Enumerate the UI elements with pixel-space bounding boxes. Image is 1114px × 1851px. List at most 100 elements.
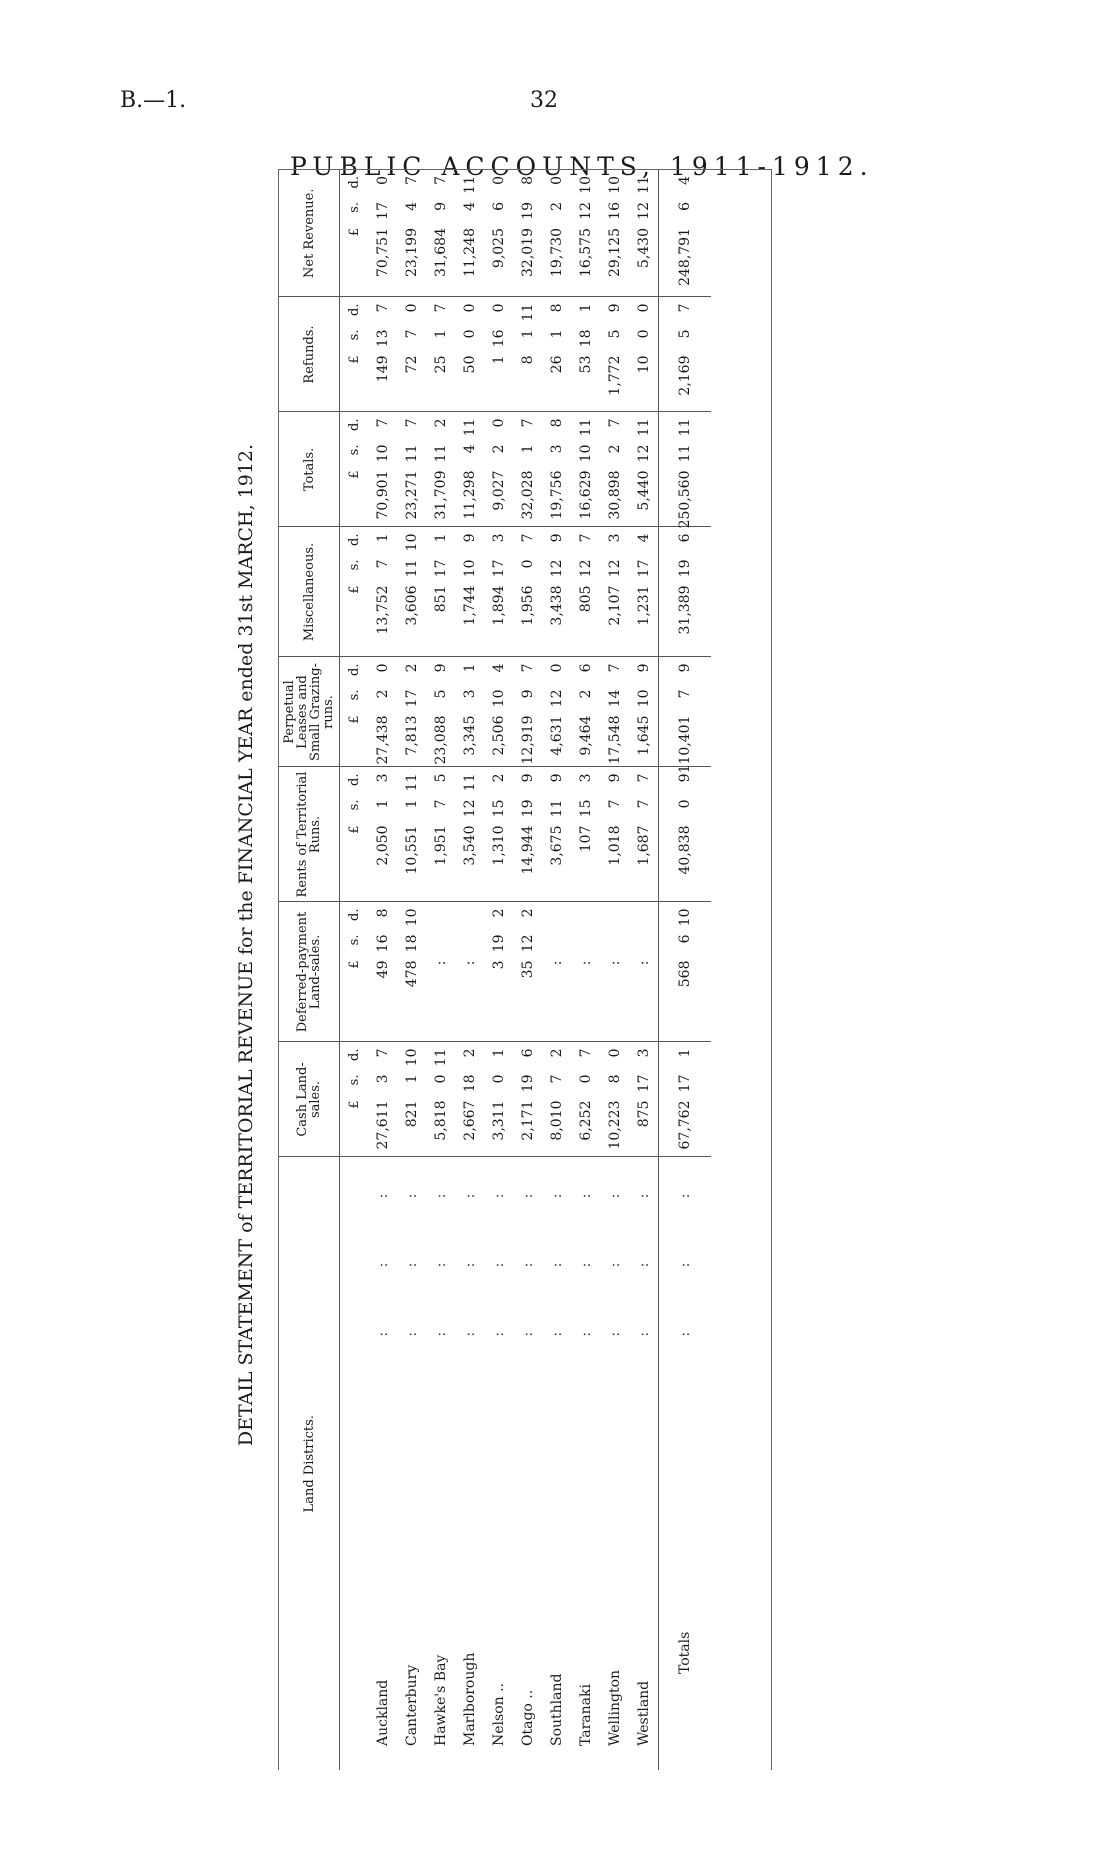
district-cell: Southland: : : bbox=[542, 1157, 571, 1770]
shillings: 16 bbox=[374, 934, 391, 953]
shillings: 4 bbox=[403, 202, 420, 211]
pence: 1 bbox=[677, 1048, 693, 1058]
pounds: 5,440 bbox=[635, 470, 652, 511]
amount-cell: 53 18 1 bbox=[571, 297, 600, 412]
empty-mark: : bbox=[577, 960, 594, 966]
amount-cell: 72 7 0 bbox=[397, 297, 426, 412]
district-name: Taranaki bbox=[577, 1684, 594, 1746]
amount-cell: 23,199 4 7 bbox=[397, 170, 426, 297]
pence: 9 bbox=[519, 773, 536, 783]
shillings: 2 bbox=[374, 689, 391, 699]
shillings: 19 bbox=[490, 934, 507, 953]
pence: 9 bbox=[461, 533, 478, 543]
column-header: Rents of Territorial Runs. bbox=[279, 767, 340, 902]
pence: 11 bbox=[635, 176, 652, 194]
pounds: 32,028 bbox=[519, 470, 536, 520]
shillings: 3 bbox=[374, 1074, 391, 1084]
shillings: 17 bbox=[374, 202, 391, 220]
shillings: 1 bbox=[519, 329, 536, 339]
pounds: 19,756 bbox=[548, 470, 565, 520]
shillings: 8 bbox=[606, 1074, 623, 1084]
shillings: 7 bbox=[548, 1074, 565, 1084]
amount-cell: 10,551 1 11 bbox=[397, 767, 426, 902]
pence: 7 bbox=[606, 663, 623, 673]
shillings: 7 bbox=[606, 799, 623, 809]
shillings: 1 bbox=[432, 329, 449, 339]
shillings: 16 bbox=[606, 202, 623, 220]
pence: 0 bbox=[374, 176, 391, 185]
pence: 10 bbox=[606, 176, 623, 194]
shillings: 11 bbox=[548, 799, 565, 818]
pence: 6 bbox=[677, 533, 693, 543]
amount-cell: 2,050 1 3 bbox=[368, 767, 397, 902]
units-cell: £ s. d. bbox=[339, 902, 368, 1042]
pence: 2 bbox=[548, 1048, 565, 1058]
pounds: 16,575 bbox=[577, 228, 594, 277]
pounds: 149 bbox=[374, 355, 391, 383]
pence: 9 bbox=[548, 533, 565, 543]
amount-cell: 2,506 10 4 bbox=[484, 657, 513, 767]
district-cell: Taranaki: : : bbox=[571, 1157, 600, 1770]
dot-leader: : : : bbox=[374, 1163, 391, 1337]
pence: 7 bbox=[577, 1048, 594, 1058]
shillings: 17 bbox=[490, 559, 507, 578]
pounds: 1,951 bbox=[432, 825, 449, 866]
pounds: 25 bbox=[432, 355, 449, 374]
amount-cell: 29,125 16 10 bbox=[600, 170, 629, 297]
shillings: 14 bbox=[606, 689, 623, 708]
shillings: 11 bbox=[677, 444, 693, 463]
district-cell: Nelson ..: : : bbox=[484, 1157, 513, 1770]
shillings: 1 bbox=[403, 799, 420, 809]
units-cell: £ s. d. bbox=[339, 1042, 368, 1157]
pounds: 9,025 bbox=[490, 228, 507, 269]
pence: 2 bbox=[490, 773, 507, 783]
shillings: 5 bbox=[606, 329, 623, 339]
amount-cell: 1,645 10 9 bbox=[629, 657, 659, 767]
pounds: 2,169 bbox=[677, 355, 693, 396]
amount-cell: 1,744 10 9 bbox=[455, 527, 484, 657]
amount-cell: : bbox=[426, 902, 455, 1042]
district-name: Otago .. bbox=[519, 1689, 536, 1746]
pence: 11 bbox=[519, 303, 536, 322]
pence: 6 bbox=[577, 663, 594, 673]
units-cell: £ s. d. bbox=[339, 412, 368, 527]
pounds: 70,751 bbox=[374, 228, 391, 277]
amount-cell: 16,629 10 11 bbox=[571, 412, 600, 527]
total-amount-cell: 40,838 0 9 bbox=[658, 767, 711, 902]
pounds: 7,813 bbox=[403, 715, 420, 756]
pence: 2 bbox=[461, 1048, 478, 1058]
pence: 2 bbox=[490, 908, 507, 918]
amount-cell: 25 1 7 bbox=[426, 297, 455, 412]
pence: 7 bbox=[677, 303, 693, 313]
amount-cell: 23,271 11 7 bbox=[397, 412, 426, 527]
pence: 7 bbox=[432, 303, 449, 313]
amount-cell: 32,019 19 8 bbox=[513, 170, 542, 297]
pounds: 805 bbox=[577, 585, 594, 613]
pence: 9 bbox=[635, 663, 652, 673]
shillings: 0 bbox=[677, 799, 693, 809]
pence: 4 bbox=[490, 663, 507, 673]
district-cell: Auckland: : : bbox=[368, 1157, 397, 1770]
pounds: 29,125 bbox=[606, 228, 623, 277]
amount-cell: 107 15 3 bbox=[571, 767, 600, 902]
amount-cell: 23,088 5 9 bbox=[426, 657, 455, 767]
shillings: 11 bbox=[432, 444, 449, 463]
dot-leader: : : : bbox=[403, 1163, 420, 1337]
amount-cell: 11,298 4 11 bbox=[455, 412, 484, 527]
pence: d. bbox=[346, 908, 362, 921]
shillings: 15 bbox=[577, 799, 594, 818]
amount-cell: 19,730 2 0 bbox=[542, 170, 571, 297]
amount-cell: : bbox=[571, 902, 600, 1042]
pounds: 1,231 bbox=[635, 585, 652, 626]
shillings: 10 bbox=[461, 559, 478, 578]
pence: 8 bbox=[548, 303, 565, 313]
pounds: 3,345 bbox=[461, 715, 478, 756]
pounds: 6,252 bbox=[577, 1100, 594, 1141]
pence: 9 bbox=[606, 773, 623, 783]
pence: d. bbox=[346, 176, 362, 189]
amount-cell: 6,252 0 7 bbox=[571, 1042, 600, 1157]
amount-cell: : bbox=[629, 902, 659, 1042]
pence: 3 bbox=[606, 533, 623, 543]
amount-cell: 3,606 11 10 bbox=[397, 527, 426, 657]
running-head: PUBLIC ACCOUNTS, 1911-1912. bbox=[290, 152, 874, 181]
